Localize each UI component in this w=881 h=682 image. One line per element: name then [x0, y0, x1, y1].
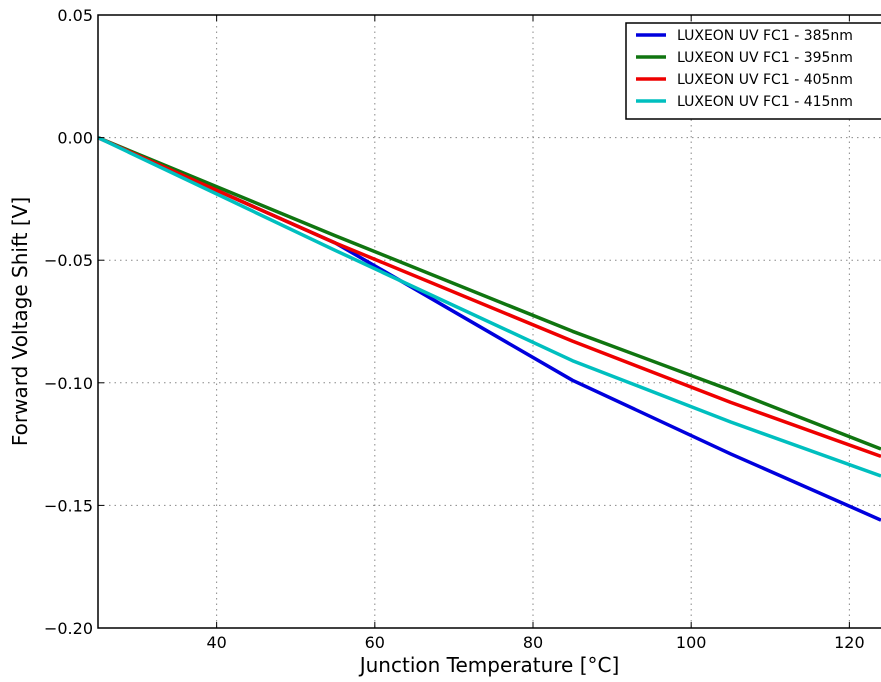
- y-tick-label: 0.00: [57, 129, 93, 148]
- plot-frame: [97, 14, 881, 629]
- legend-entry-label: LUXEON UV FC1 - 405nm: [677, 72, 853, 88]
- y-tick-label: −0.20: [44, 619, 93, 638]
- axis-ticks: 40 60 80 100 120 0.05 0.00 −0.05 −0.10 −0.15 −0.20: [44, 6, 865, 652]
- y-tick-label: −0.10: [44, 374, 93, 393]
- x-axis-label: Junction Temperature [°C]: [358, 653, 620, 677]
- x-tick-label: 100: [676, 633, 707, 652]
- y-tick-label: 0.05: [57, 6, 93, 25]
- y-axis-label: Forward Voltage Shift [V]: [8, 197, 32, 446]
- series-line-4: [97, 136, 881, 478]
- series-line-3: [97, 136, 881, 459]
- legend-entry-label: LUXEON UV FC1 - 385nm: [677, 28, 853, 44]
- legend: LUXEON UV FC1 - 385nm LUXEON UV FC1 - 395…: [625, 22, 881, 120]
- y-tick-label: −0.15: [44, 496, 93, 515]
- legend-entry-label: LUXEON UV FC1 - 395nm: [677, 50, 853, 66]
- series-lines: [97, 135, 881, 522]
- x-tick-label: 120: [834, 633, 865, 652]
- y-tick-label: −0.05: [44, 251, 93, 270]
- series-line-2: [97, 135, 881, 451]
- x-tick-label: 80: [523, 633, 543, 652]
- legend-box: [625, 22, 881, 120]
- x-tick-label: 40: [206, 633, 226, 652]
- x-tick-label: 60: [365, 633, 385, 652]
- legend-entry-label: LUXEON UV FC1 - 415nm: [677, 94, 853, 110]
